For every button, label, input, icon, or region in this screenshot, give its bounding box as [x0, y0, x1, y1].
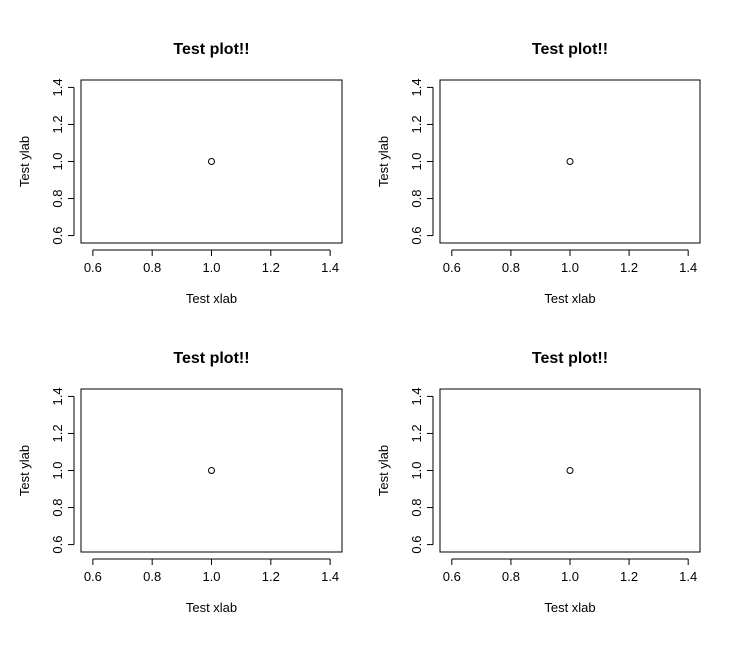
y-tick-label: 0.8	[409, 190, 424, 208]
x-tick-label: 1.0	[561, 569, 579, 584]
y-tick-label: 0.8	[50, 499, 65, 517]
x-tick-label: 0.8	[143, 569, 161, 584]
chart-title: Test plot!!	[173, 350, 249, 367]
chart-title: Test plot!!	[173, 41, 249, 58]
y-tick-label: 1.0	[409, 152, 424, 170]
y-tick-label: 0.6	[50, 227, 65, 245]
x-axis-label: Test xlab	[544, 291, 595, 306]
chart-panel-1: Test plot!! 0.6 0.8 1.0 1.2 1.4 0.6 0.8 1.0 1.2 1.…	[17, 41, 343, 306]
plot-frame	[80, 388, 343, 553]
data-point	[566, 467, 574, 474]
x-tick-label: 1.2	[262, 260, 280, 275]
y-tick-label: 1.4	[50, 78, 65, 96]
y-tick-label: 1.4	[409, 78, 424, 96]
x-tick-label: 1.2	[620, 260, 638, 275]
x-tick-label: 0.8	[502, 260, 520, 275]
x-axis-label: Test xlab	[186, 291, 237, 306]
chart-title: Test plot!!	[532, 350, 608, 367]
x-tick-label: 1.4	[321, 260, 339, 275]
chart-panel-4: Test plot!! 0.6 0.8 1.0 1.2 1.4 0.6 0.8 1.0 1.2 1.…	[376, 350, 701, 615]
x-tick-label: 1.4	[679, 569, 697, 584]
y-tick-label: 1.2	[50, 424, 65, 442]
plot-frame	[439, 79, 701, 244]
data-point	[208, 158, 215, 165]
x-tick-label: 0.6	[84, 569, 102, 584]
data-point	[566, 158, 574, 165]
y-tick-label: 1.2	[409, 424, 424, 442]
y-tick-label: 1.2	[409, 115, 424, 133]
y-tick-label: 1.0	[409, 461, 424, 479]
y-axis-label: Test ylab	[376, 445, 391, 496]
y-tick-label: 1.0	[50, 461, 65, 479]
y-tick-label: 0.6	[409, 227, 424, 245]
x-tick-label: 0.6	[443, 260, 461, 275]
plot-frame	[80, 79, 343, 244]
y-axis-label: Test ylab	[376, 136, 391, 187]
x-tick-label: 0.8	[143, 260, 161, 275]
x-tick-label: 0.6	[443, 569, 461, 584]
y-tick-label: 1.0	[50, 152, 65, 170]
chart-title: Test plot!!	[532, 41, 608, 58]
x-tick-label: 1.4	[321, 569, 339, 584]
y-tick-label: 0.8	[50, 190, 65, 208]
y-tick-label: 0.6	[50, 536, 65, 554]
y-axis-label: Test ylab	[17, 445, 32, 496]
x-tick-label: 1.0	[561, 260, 579, 275]
x-tick-label: 1.0	[202, 260, 220, 275]
y-tick-label: 0.8	[409, 499, 424, 517]
x-tick-label: 1.4	[679, 260, 697, 275]
chart-panel-3: Test plot!! 0.6 0.8 1.0 1.2 1.4 0.6 0.8 1.0 1.2 1.…	[17, 350, 343, 615]
y-tick-label: 1.2	[50, 115, 65, 133]
x-tick-label: 1.0	[202, 569, 220, 584]
data-point	[208, 467, 215, 474]
x-tick-label: 0.8	[502, 569, 520, 584]
y-tick-label: 1.4	[50, 387, 65, 405]
y-tick-label: 0.6	[409, 536, 424, 554]
x-tick-label: 1.2	[620, 569, 638, 584]
y-tick-label: 1.4	[409, 387, 424, 405]
x-tick-label: 0.6	[84, 260, 102, 275]
plot-frame	[439, 388, 701, 553]
x-axis-label: Test xlab	[186, 600, 237, 615]
x-tick-label: 1.2	[262, 569, 280, 584]
y-axis-label: Test ylab	[17, 136, 32, 187]
x-axis-label: Test xlab	[544, 600, 595, 615]
chart-panel-2: Test plot!! 0.6 0.8 1.0 1.2 1.4 0.6 0.8 1.0 1.2 1.…	[376, 41, 701, 306]
